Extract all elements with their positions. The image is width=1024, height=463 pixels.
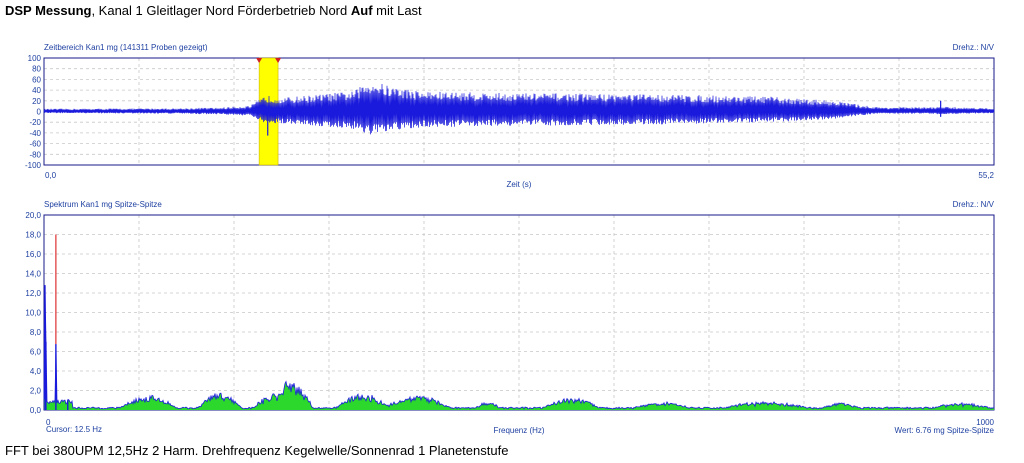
time-domain-chart[interactable]: Zeitbereich Kan1 mg (141311 Proben gezei…	[0, 40, 1024, 190]
time-chart-title: Zeitbereich Kan1 mg (141311 Proben gezei…	[44, 43, 208, 52]
time-x-start: 0,0	[45, 171, 57, 180]
spectrum-y-tick-label: 4,0	[30, 367, 42, 376]
time-x-end: 55,2	[978, 171, 994, 180]
title-end: mit Last	[372, 3, 422, 18]
time-y-tick-label: -40	[29, 129, 41, 138]
time-y-tick-label: -100	[25, 161, 42, 170]
spectrum-cursor-readout: Cursor: 12.5 Hz	[46, 425, 102, 434]
time-waveform-series	[43, 84, 995, 135]
spectrum-x-start: 0	[46, 418, 51, 427]
spectrum-chart-title: Spektrum Kan1 mg Spitze-Spitze	[44, 200, 162, 209]
time-y-tick-label: 80	[32, 65, 41, 74]
spectrum-y-tick-label: 6,0	[30, 348, 42, 357]
spectrum-y-tick-label: 18,0	[25, 231, 41, 240]
figure-caption: FFT bei 380UPM 12,5Hz 2 Harm. Drehfreque…	[5, 443, 509, 458]
time-y-tick-label: -20	[29, 118, 41, 127]
time-x-label: Zeit (s)	[507, 180, 532, 189]
title-bold: DSP Messung	[5, 3, 92, 18]
spectrum-chart[interactable]: Spektrum Kan1 mg Spitze-Spitze Drehz.: N…	[0, 197, 1024, 439]
time-y-tick-label: 20	[32, 97, 41, 106]
time-marker-left-handle[interactable]	[256, 58, 263, 63]
time-y-tick-label: 0	[37, 108, 42, 117]
spectrum-y-tick-label: 16,0	[25, 250, 41, 259]
spectrum-y-tick-label: 20,0	[25, 211, 41, 220]
spectrum-line	[43, 285, 995, 410]
spectrum-x-end: 1000	[976, 418, 994, 427]
time-marker-right-handle[interactable]	[275, 58, 282, 63]
time-chart-rpm: Drehz.: N/V	[953, 43, 995, 52]
spectrum-y-tick-label: 8,0	[30, 328, 42, 337]
time-y-tick-label: 40	[32, 86, 41, 95]
title-mid: , Kanal 1 Gleitlager Nord Förderbetrieb …	[91, 3, 351, 18]
time-y-tick-label: -60	[29, 140, 41, 149]
spectrum-value-readout: Wert: 6.76 mg Spitze-Spitze	[895, 426, 995, 435]
spectrum-x-label: Frequenz (Hz)	[493, 426, 544, 435]
page-title: DSP Messung, Kanal 1 Gleitlager Nord För…	[5, 3, 422, 18]
spectrum-chart-rpm: Drehz.: N/V	[953, 200, 995, 209]
spectrum-y-tick-label: 14,0	[25, 270, 41, 279]
spectrum-y-tick-label: 10,0	[25, 309, 41, 318]
time-y-tick-label: -80	[29, 150, 41, 159]
spectrum-y-tick-label: 0,0	[30, 406, 42, 415]
title-bold2: Auf	[350, 3, 373, 18]
spectrum-y-tick-label: 2,0	[30, 387, 42, 396]
spectrum-y-tick-label: 12,0	[25, 289, 41, 298]
time-y-tick-label: 60	[32, 75, 41, 84]
time-y-tick-label: 100	[28, 54, 42, 63]
